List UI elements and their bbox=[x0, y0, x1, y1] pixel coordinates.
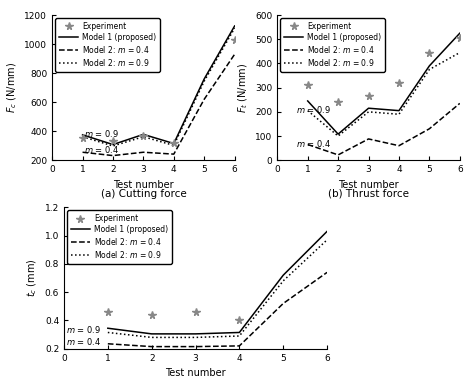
Experiment bbox=[105, 310, 111, 314]
Line: Model 1 (proposed): Model 1 (proposed) bbox=[308, 33, 460, 134]
Model 1 (proposed) bbox=[140, 132, 146, 136]
Model 2: $m$ = 0.9: (1, 205): $m$ = 0.9: (1, 205) bbox=[305, 108, 310, 113]
Experiment bbox=[171, 141, 177, 145]
Text: $m$ = 0.9: $m$ = 0.9 bbox=[66, 324, 101, 335]
Model 1 (proposed) bbox=[396, 108, 402, 113]
Model 2: $m$ = 0.4: (6, 0.74): $m$ = 0.4: (6, 0.74) bbox=[324, 270, 330, 274]
Model 2: $m$ = 0.9: (5, 0.68): $m$ = 0.9: (5, 0.68) bbox=[280, 279, 286, 283]
Model 1 (proposed) bbox=[365, 106, 371, 110]
Line: Model 2: $m$ = 0.4: Model 2: $m$ = 0.4 bbox=[308, 103, 460, 155]
Model 1 (proposed) bbox=[324, 229, 330, 234]
Model 2: $m$ = 0.4: (5, 620): $m$ = 0.4: (5, 620) bbox=[201, 97, 207, 101]
Model 2: $m$ = 0.9: (5, 375): $m$ = 0.9: (5, 375) bbox=[427, 67, 432, 72]
Experiment bbox=[192, 310, 198, 314]
Text: $m$ = 0.9: $m$ = 0.9 bbox=[296, 104, 331, 115]
Model 2: $m$ = 0.4: (2, 0.215): $m$ = 0.4: (2, 0.215) bbox=[149, 344, 155, 349]
Line: Model 2: $m$ = 0.9: Model 2: $m$ = 0.9 bbox=[82, 28, 235, 146]
Model 2: $m$ = 0.4: (5, 0.52): $m$ = 0.4: (5, 0.52) bbox=[280, 301, 286, 306]
Text: $m$ = 0.4: $m$ = 0.4 bbox=[296, 138, 331, 149]
Model 2: $m$ = 0.4: (4, 0.22): $m$ = 0.4: (4, 0.22) bbox=[237, 344, 242, 348]
Experiment bbox=[80, 136, 85, 141]
Text: (a) Cutting force: (a) Cutting force bbox=[100, 188, 186, 199]
Model 2: $m$ = 0.4: (3, 0.215): $m$ = 0.4: (3, 0.215) bbox=[192, 344, 198, 349]
Model 2: $m$ = 0.9: (2, 0.28): $m$ = 0.9: (2, 0.28) bbox=[149, 335, 155, 340]
Model 2: $m$ = 0.9: (1, 362): $m$ = 0.9: (1, 362) bbox=[80, 135, 85, 139]
Model 2: $m$ = 0.4: (5, 130): $m$ = 0.4: (5, 130) bbox=[427, 127, 432, 131]
Experiment bbox=[149, 313, 155, 317]
Line: Model 2: $m$ = 0.4: Model 2: $m$ = 0.4 bbox=[82, 54, 235, 156]
Experiment bbox=[427, 50, 432, 55]
Line: Experiment: Experiment bbox=[104, 308, 243, 324]
Experiment bbox=[457, 36, 463, 40]
Model 2: $m$ = 0.4: (6, 235): $m$ = 0.4: (6, 235) bbox=[457, 101, 463, 106]
Model 2: $m$ = 0.4: (1, 65): $m$ = 0.4: (1, 65) bbox=[305, 142, 310, 147]
Model 2: $m$ = 0.4: (2, 232): $m$ = 0.4: (2, 232) bbox=[110, 153, 116, 158]
Model 2: $m$ = 0.4: (3, 88): $m$ = 0.4: (3, 88) bbox=[365, 137, 371, 141]
Legend: Experiment, Model 1 (proposed), Model 2: $m$ = 0.4, Model 2: $m$ = 0.9: Experiment, Model 1 (proposed), Model 2:… bbox=[55, 18, 160, 72]
Model 2: $m$ = 0.4: (4, 242): $m$ = 0.4: (4, 242) bbox=[171, 152, 177, 156]
X-axis label: Test number: Test number bbox=[113, 180, 173, 190]
Text: $m$ = 0.9: $m$ = 0.9 bbox=[84, 128, 119, 139]
Model 2: $m$ = 0.9: (1, 0.315): $m$ = 0.9: (1, 0.315) bbox=[105, 330, 111, 335]
Model 1 (proposed) bbox=[201, 77, 207, 81]
Model 1 (proposed) bbox=[232, 24, 237, 28]
Model 1 (proposed) bbox=[80, 133, 85, 137]
Experiment bbox=[110, 139, 116, 144]
Model 2: $m$ = 0.9: (3, 362): $m$ = 0.9: (3, 362) bbox=[140, 135, 146, 139]
Model 2: $m$ = 0.9: (4, 190): $m$ = 0.9: (4, 190) bbox=[396, 112, 402, 116]
Model 1 (proposed) bbox=[237, 330, 242, 335]
Model 2: $m$ = 0.9: (6, 445): $m$ = 0.9: (6, 445) bbox=[457, 50, 463, 55]
Model 1 (proposed) bbox=[457, 31, 463, 35]
Model 1 (proposed) bbox=[110, 142, 116, 147]
Model 1 (proposed) bbox=[280, 273, 286, 277]
Model 1 (proposed) bbox=[305, 99, 310, 103]
Text: (b) Thrust force: (b) Thrust force bbox=[328, 188, 409, 199]
Y-axis label: $F_c$ (N/mm): $F_c$ (N/mm) bbox=[5, 62, 19, 113]
Model 1 (proposed) bbox=[171, 141, 177, 146]
Line: Model 2: $m$ = 0.4: Model 2: $m$ = 0.4 bbox=[108, 272, 327, 346]
Experiment bbox=[232, 37, 237, 42]
Experiment bbox=[237, 318, 242, 323]
Model 2: $m$ = 0.9: (4, 0.29): $m$ = 0.9: (4, 0.29) bbox=[237, 334, 242, 338]
Line: Experiment: Experiment bbox=[304, 34, 464, 106]
Model 2: $m$ = 0.9: (2, 298): $m$ = 0.9: (2, 298) bbox=[110, 144, 116, 148]
Line: Model 1 (proposed): Model 1 (proposed) bbox=[82, 26, 235, 144]
Model 1 (proposed) bbox=[427, 64, 432, 68]
Y-axis label: $t_c$ (mm): $t_c$ (mm) bbox=[26, 259, 39, 297]
Model 2: $m$ = 0.9: (2, 100): $m$ = 0.9: (2, 100) bbox=[335, 134, 341, 138]
Model 1 (proposed) bbox=[335, 132, 341, 136]
X-axis label: Test number: Test number bbox=[165, 368, 226, 377]
Model 2: $m$ = 0.4: (1, 255): $m$ = 0.4: (1, 255) bbox=[80, 150, 85, 155]
Y-axis label: $F_t$ (N/mm): $F_t$ (N/mm) bbox=[236, 63, 250, 113]
Model 2: $m$ = 0.4: (4, 60): $m$ = 0.4: (4, 60) bbox=[396, 144, 402, 148]
Experiment bbox=[365, 94, 371, 98]
Model 2: $m$ = 0.9: (4, 302): $m$ = 0.9: (4, 302) bbox=[171, 143, 177, 148]
Model 2: $m$ = 0.4: (2, 22): $m$ = 0.4: (2, 22) bbox=[335, 153, 341, 157]
Text: $m$ = 0.4: $m$ = 0.4 bbox=[84, 144, 119, 155]
Line: Model 2: $m$ = 0.9: Model 2: $m$ = 0.9 bbox=[108, 240, 327, 337]
X-axis label: Test number: Test number bbox=[338, 180, 399, 190]
Experiment bbox=[335, 100, 341, 104]
Model 2: $m$ = 0.9: (6, 1.11e+03): $m$ = 0.9: (6, 1.11e+03) bbox=[232, 26, 237, 31]
Model 2: $m$ = 0.9: (3, 0.28): $m$ = 0.9: (3, 0.28) bbox=[192, 335, 198, 340]
Legend: Experiment, Model 1 (proposed), Model 2: $m$ = 0.4, Model 2: $m$ = 0.9: Experiment, Model 1 (proposed), Model 2:… bbox=[67, 210, 172, 264]
Line: Model 1 (proposed): Model 1 (proposed) bbox=[108, 231, 327, 334]
Text: $m$ = 0.4: $m$ = 0.4 bbox=[66, 336, 101, 347]
Experiment bbox=[396, 81, 402, 85]
Line: Experiment: Experiment bbox=[79, 36, 238, 147]
Model 1 (proposed) bbox=[192, 332, 198, 336]
Experiment bbox=[305, 83, 310, 87]
Model 2: $m$ = 0.9: (6, 0.97): $m$ = 0.9: (6, 0.97) bbox=[324, 238, 330, 242]
Model 1 (proposed) bbox=[149, 332, 155, 336]
Model 2: $m$ = 0.4: (3, 255): $m$ = 0.4: (3, 255) bbox=[140, 150, 146, 155]
Experiment bbox=[140, 133, 146, 138]
Model 2: $m$ = 0.9: (3, 200): $m$ = 0.9: (3, 200) bbox=[365, 110, 371, 114]
Model 2: $m$ = 0.4: (1, 0.235): $m$ = 0.4: (1, 0.235) bbox=[105, 342, 111, 346]
Model 1 (proposed) bbox=[105, 326, 111, 331]
Model 2: $m$ = 0.9: (5, 745): $m$ = 0.9: (5, 745) bbox=[201, 79, 207, 83]
Line: Model 2: $m$ = 0.9: Model 2: $m$ = 0.9 bbox=[308, 52, 460, 136]
Model 2: $m$ = 0.4: (6, 930): $m$ = 0.4: (6, 930) bbox=[232, 52, 237, 57]
Legend: Experiment, Model 1 (proposed), Model 2: $m$ = 0.4, Model 2: $m$ = 0.9: Experiment, Model 1 (proposed), Model 2:… bbox=[280, 18, 385, 72]
